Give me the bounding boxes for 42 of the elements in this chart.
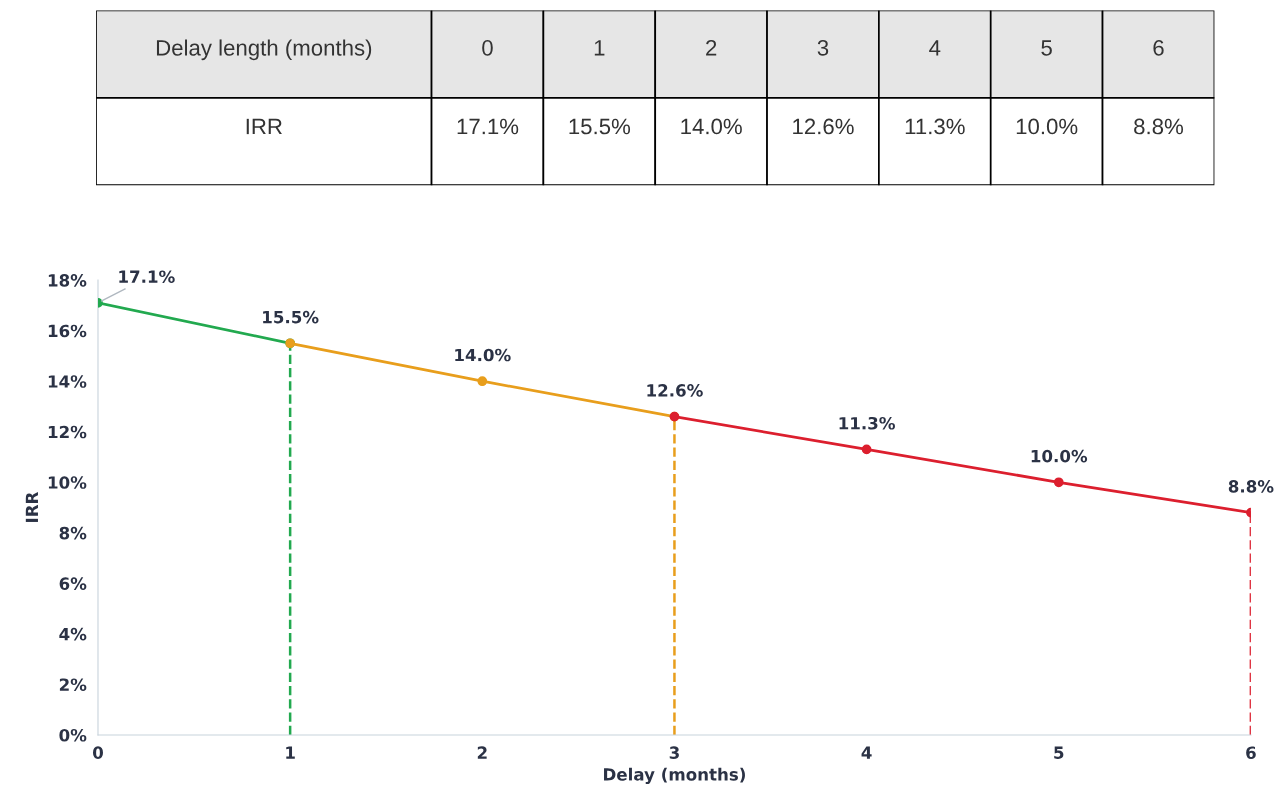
text: 3 [817, 40, 829, 56]
y-tick-label: 18% [48, 274, 87, 287]
y-tick-label: 6% [59, 577, 87, 590]
y-tick-label: 8% [59, 526, 87, 540]
text: 4 [929, 40, 941, 56]
text: IRR [246, 118, 282, 135]
text: 10.0% [1016, 118, 1078, 135]
x-tick-label: 5 [1054, 746, 1064, 759]
text: 0 [482, 40, 493, 56]
y-tick-label: 4% [59, 627, 87, 641]
y-tick-label: 10% [48, 476, 87, 489]
y-tick-label: 2% [59, 678, 87, 691]
x-tick-label: 2 [477, 746, 487, 759]
x-tick-label: 1 [286, 746, 295, 759]
x-tick-label: 0 [93, 746, 103, 759]
y-tick-label: 16% [48, 324, 87, 338]
text: 15.5% [569, 118, 631, 135]
data-label: 12.6% [647, 384, 703, 397]
y-tick-label: 0% [59, 728, 87, 742]
data-label: 8.8% [1228, 480, 1274, 493]
text: 6 [1153, 40, 1164, 56]
x-tick-label: 4 [861, 746, 872, 759]
x-tick-label: 3 [669, 746, 679, 759]
text: 11.3% [905, 118, 965, 135]
text: 1 [594, 40, 605, 56]
data-label: 15.5% [263, 310, 319, 324]
y-tick-label: 14% [48, 375, 87, 388]
y-axis-title: IRR [25, 491, 38, 522]
text: 8.8% [1134, 118, 1184, 135]
text: 5 [1041, 40, 1052, 56]
text: 12.6% [793, 118, 854, 135]
x-axis-title: Delay (months) [604, 767, 745, 785]
data-label: 17.1% [119, 270, 175, 283]
data-label: 10.0% [1031, 449, 1088, 463]
text: 2 [706, 40, 717, 56]
x-tick-label: 6 [1246, 746, 1256, 759]
data-label: 14.0% [455, 348, 511, 362]
text: Delay length (months) [156, 39, 372, 61]
text: 17.1% [457, 118, 519, 135]
text: 14.0% [681, 118, 742, 135]
data-label: 11.3% [839, 416, 895, 430]
y-tick-label: 12% [48, 425, 87, 439]
